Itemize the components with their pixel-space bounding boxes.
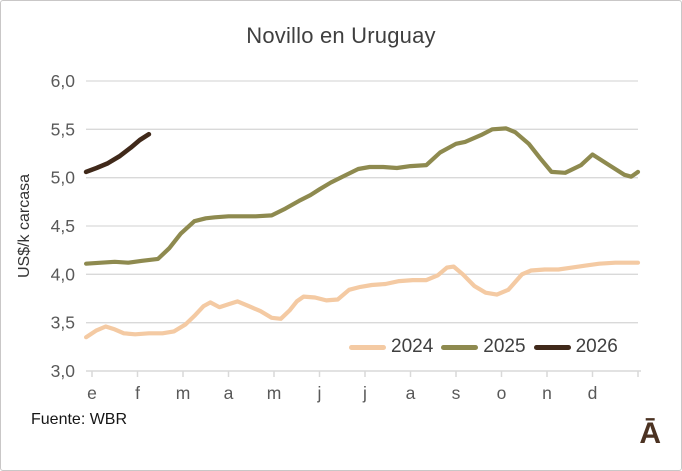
legend-label-2025: 2025 bbox=[483, 336, 526, 357]
chart-title: Novillo en Uruguay bbox=[246, 23, 436, 48]
x-tick-label: j bbox=[362, 383, 367, 403]
y-tick-label: 4,5 bbox=[51, 216, 75, 236]
x-tick-label: m bbox=[267, 383, 282, 403]
legend-swatch-2024 bbox=[349, 344, 386, 350]
legend-label-2024: 2024 bbox=[391, 336, 434, 357]
series-line-2025 bbox=[83, 126, 641, 266]
x-tick-label: e bbox=[87, 383, 97, 403]
y-tick-label: 3,5 bbox=[51, 313, 75, 333]
series-line-2024 bbox=[83, 260, 641, 340]
y-tick-label: 6,0 bbox=[51, 71, 76, 91]
y-tick-label: 5,0 bbox=[51, 168, 76, 188]
legend-label-2026: 2026 bbox=[575, 336, 618, 357]
legend-swatch-2026 bbox=[533, 344, 571, 350]
x-tick-label: o bbox=[497, 383, 507, 403]
x-tick-label: f bbox=[135, 383, 140, 403]
x-tick-label: d bbox=[588, 383, 598, 403]
x-tick-label: s bbox=[452, 383, 461, 403]
x-tick-label: m bbox=[176, 383, 191, 403]
chart-legend: 2024 2025 2026 bbox=[349, 336, 626, 358]
series-line-2026 bbox=[83, 131, 152, 175]
y-tick-label: 5,5 bbox=[51, 119, 75, 139]
legend-item-2026: 2026 bbox=[533, 336, 618, 358]
legend-item-2025: 2025 bbox=[441, 336, 526, 358]
y-tick-label: 4,0 bbox=[51, 264, 76, 284]
source-note: Fuente: WBR bbox=[31, 411, 128, 428]
legend-swatch-2025 bbox=[441, 344, 479, 350]
x-tick-label: a bbox=[224, 383, 234, 403]
brand-logo: Ā bbox=[639, 417, 661, 450]
y-tick-label: 3,0 bbox=[51, 361, 76, 381]
legend-item-2024: 2024 bbox=[349, 336, 433, 358]
x-tick-label: a bbox=[406, 383, 416, 403]
x-tick-label: j bbox=[317, 383, 322, 403]
x-tick-label: n bbox=[542, 383, 552, 403]
